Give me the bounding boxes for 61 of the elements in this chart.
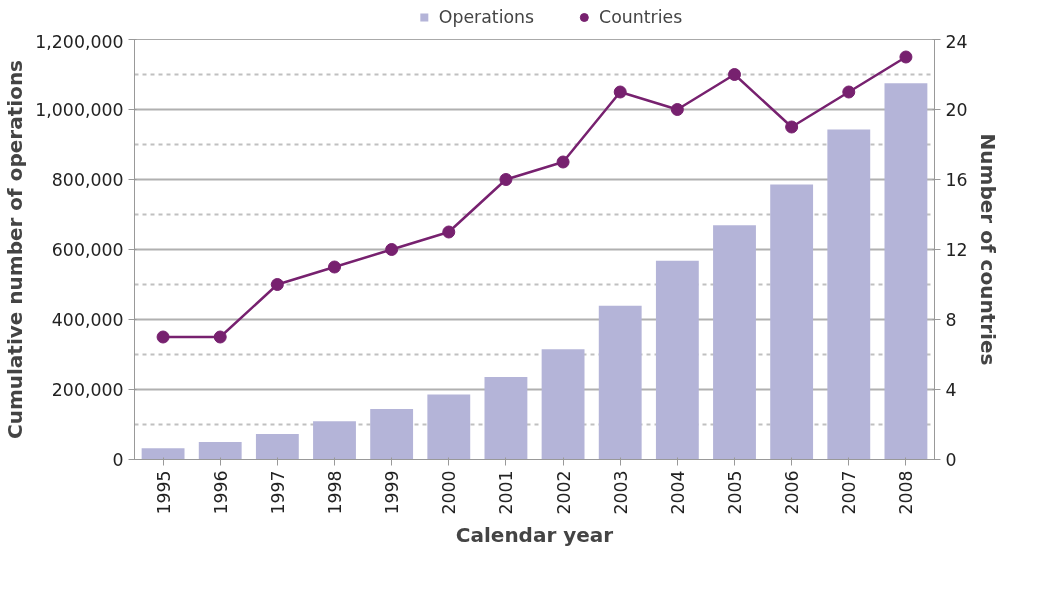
bar (884, 83, 928, 460)
y-tick-label: 200,000 (51, 380, 124, 400)
point (156, 330, 170, 344)
y-tick-label: 1,000,000 (35, 100, 124, 120)
bar (655, 260, 699, 460)
point (213, 330, 227, 344)
bar (827, 129, 871, 460)
x-tick-label: 2001 (496, 470, 517, 515)
y2-tick-label: 20 (945, 100, 968, 120)
bar (313, 421, 356, 460)
x-tick-label: 1998 (325, 470, 345, 515)
x-tick-label: 2008 (896, 470, 917, 515)
y-axis-title: Cumulative number of operations (3, 59, 28, 440)
point (385, 243, 399, 256)
legend-label: Operations (438, 7, 535, 27)
y-tick-label: 400,000 (51, 310, 124, 330)
y2-tick-label: 0 (945, 450, 957, 470)
point (499, 173, 513, 186)
point (728, 68, 741, 81)
point (328, 260, 341, 274)
point (613, 85, 627, 99)
x-tick-label: 2004 (667, 470, 688, 515)
point (842, 85, 856, 99)
y2-tick-label: 24 (945, 31, 968, 52)
point (785, 120, 799, 134)
y-tick-label: 600,000 (51, 240, 124, 260)
bar (770, 184, 814, 460)
bar (255, 433, 299, 460)
point (442, 225, 456, 239)
x-tick-label: 1995 (153, 470, 174, 515)
y-tick-label: 800,000 (51, 170, 124, 190)
point (670, 103, 684, 116)
bar (370, 409, 414, 460)
bar (713, 225, 756, 460)
bar (484, 376, 528, 460)
x-tick-label: 2006 (782, 470, 803, 515)
bar (598, 305, 642, 460)
x-tick-label: 2002 (553, 470, 574, 515)
x-tick-label: 1997 (267, 470, 288, 515)
y2-tick-label: 12 (945, 240, 968, 260)
y2-axis-title: Number of countries (975, 133, 1000, 366)
y2-tick-label: 8 (945, 310, 957, 330)
bar (427, 394, 471, 460)
x-tick-label: 2003 (610, 470, 631, 515)
y-tick-label: 1,200,000 (35, 31, 124, 52)
legend-label: Countries (599, 7, 683, 27)
x-tick-label: 1999 (382, 470, 403, 515)
y2-tick-label: 4 (945, 380, 957, 400)
x-tick-label: 2000 (439, 470, 460, 515)
x-axis-title: Calendar year (455, 522, 614, 547)
point (556, 155, 570, 169)
bar (198, 442, 242, 460)
x-tick-label: 2007 (839, 470, 860, 515)
y2-tick-label: 16 (945, 170, 968, 190)
y-tick-label: 0 (112, 450, 124, 470)
bar (141, 448, 185, 460)
bar (541, 349, 585, 460)
point (899, 50, 913, 64)
point (270, 278, 284, 291)
x-tick-label: 2005 (725, 470, 745, 515)
x-tick-label: 1996 (210, 470, 231, 515)
